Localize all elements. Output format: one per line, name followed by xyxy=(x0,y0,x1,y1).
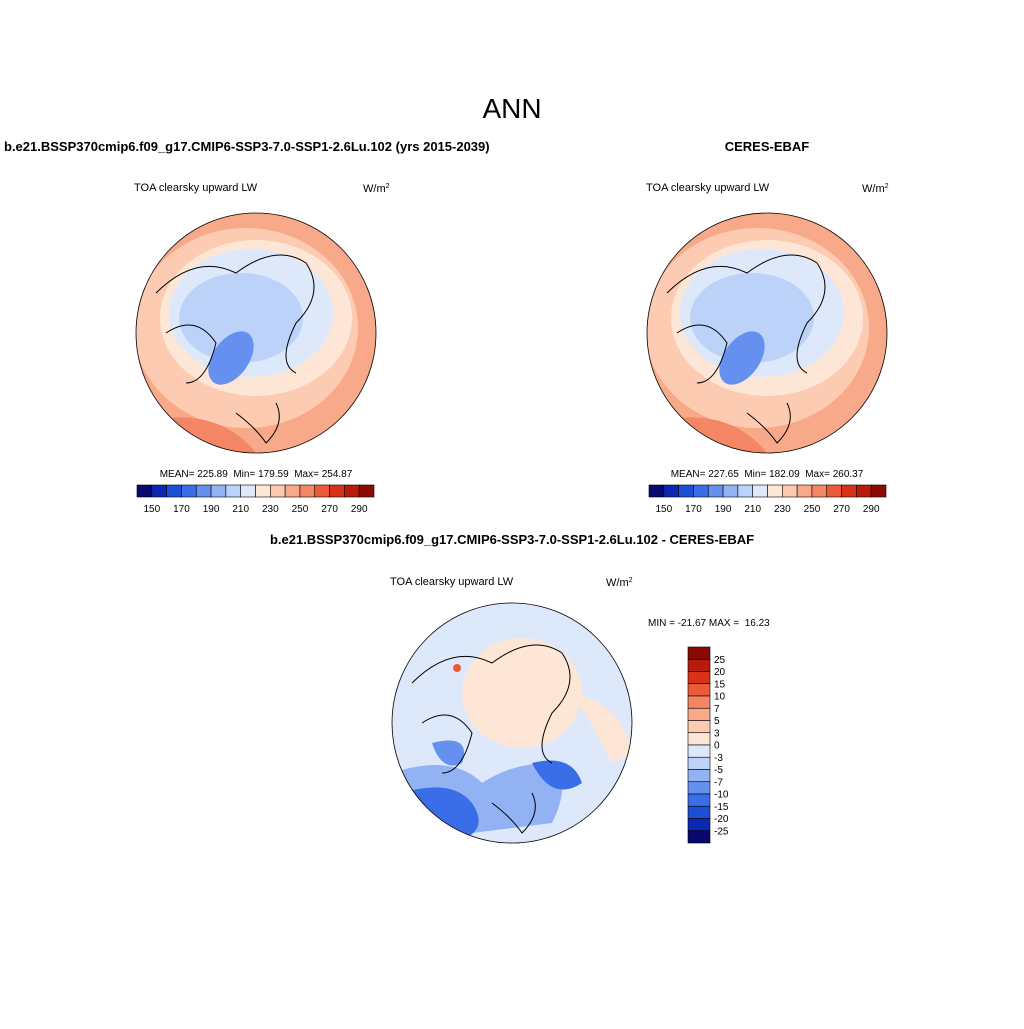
colorbar-box xyxy=(255,484,271,498)
colorbar-box xyxy=(796,484,813,498)
colorbar-box xyxy=(344,484,360,498)
colorbar-label: 25 xyxy=(714,655,726,666)
panel-title: b.e21.BSSP370cmip6.f09_g17.CMIP6-SSP3-7.… xyxy=(4,139,490,154)
colorbar-label: 290 xyxy=(863,504,880,515)
colorbar-label: -7 xyxy=(714,777,723,788)
colorbar-box xyxy=(687,658,711,672)
colorbar-label: -15 xyxy=(714,802,729,813)
colorbar-box xyxy=(166,484,182,498)
colorbar-label: 170 xyxy=(173,504,190,515)
colorbar-box xyxy=(195,484,212,498)
colorbar-box xyxy=(687,744,711,758)
colorbar-box xyxy=(687,781,711,795)
colorbar-box xyxy=(870,484,887,498)
colorbar-box xyxy=(687,683,711,697)
colorbar-box xyxy=(687,720,711,734)
colorbar-box xyxy=(687,646,711,660)
colorbar-box xyxy=(687,830,711,844)
colorbar-box xyxy=(856,484,872,498)
colorbar-label: 20 xyxy=(714,667,726,678)
colorbar-label: 5 xyxy=(714,716,720,727)
colorbar-box xyxy=(358,484,375,498)
colorbar-label: 150 xyxy=(143,504,160,515)
colorbar-label: 210 xyxy=(232,504,249,515)
colorbar-label: 150 xyxy=(655,504,672,515)
colorbar-box xyxy=(811,484,828,498)
colorbar-label: 10 xyxy=(714,692,726,703)
variable: TOA clearsky upward LW xyxy=(390,576,514,588)
colorbar-box xyxy=(782,484,798,498)
colorbar-label: 210 xyxy=(744,504,761,515)
colorbar-box xyxy=(737,484,753,498)
colorbar-box xyxy=(826,484,842,498)
colorbar-label: 3 xyxy=(714,728,720,739)
colorbar-label: 230 xyxy=(774,504,791,515)
stats: MEAN= 225.89 Min= 179.59 Max= 254.87 xyxy=(160,469,353,480)
colorbar-box xyxy=(841,484,857,498)
colorbar-box xyxy=(752,484,768,498)
colorbar-label: -10 xyxy=(714,790,729,801)
colorbar-box xyxy=(678,484,694,498)
colorbar-box xyxy=(648,484,665,498)
colorbar-box xyxy=(687,707,711,721)
colorbar-box xyxy=(693,484,709,498)
colorbar-box xyxy=(687,695,711,709)
colorbar-box xyxy=(687,732,711,746)
map xyxy=(392,603,632,843)
units: W/m2 xyxy=(862,183,889,195)
colorbar-box xyxy=(687,671,711,685)
colorbar-box xyxy=(240,484,256,498)
colorbar-box xyxy=(181,484,197,498)
map xyxy=(645,213,887,453)
colorbar-box xyxy=(687,756,711,770)
colorbar-box xyxy=(151,484,167,498)
colorbar-label: 7 xyxy=(714,704,720,715)
colorbar-box xyxy=(663,484,679,498)
colorbar-box xyxy=(687,805,711,819)
colorbar-box xyxy=(687,769,711,783)
colorbar-box xyxy=(767,484,783,498)
colorbar-box xyxy=(687,818,711,832)
colorbar-box xyxy=(284,484,301,498)
colorbar-label: 250 xyxy=(804,504,821,515)
colorbar-label: 270 xyxy=(833,504,850,515)
colorbar-box xyxy=(210,484,227,498)
variable: TOA clearsky upward LW xyxy=(134,182,258,194)
colorbar-box xyxy=(707,484,724,498)
colorbar-label: 290 xyxy=(351,504,368,515)
stats: MEAN= 227.65 Min= 182.09 Max= 260.37 xyxy=(671,469,864,480)
colorbar-box xyxy=(299,484,316,498)
units: W/m2 xyxy=(363,183,390,195)
colorbar-box xyxy=(722,484,739,498)
colorbar-label: 170 xyxy=(685,504,702,515)
panel-title: CERES-EBAF xyxy=(725,139,810,154)
colorbar-label: 190 xyxy=(715,504,732,515)
units: W/m2 xyxy=(606,577,633,589)
map xyxy=(134,213,376,453)
colorbar-label: 190 xyxy=(203,504,220,515)
colorbar-box xyxy=(687,793,711,807)
colorbar-box xyxy=(270,484,286,498)
colorbar-label: -5 xyxy=(714,765,723,776)
colorbar-label: -25 xyxy=(714,826,729,837)
colorbar-box xyxy=(329,484,345,498)
colorbar-label: 250 xyxy=(292,504,309,515)
colorbar-label: 15 xyxy=(714,679,726,690)
colorbar-box xyxy=(314,484,330,498)
colorbar-label: 230 xyxy=(262,504,279,515)
colorbar-label: -3 xyxy=(714,753,723,764)
colorbar-label: -20 xyxy=(714,814,729,825)
variable: TOA clearsky upward LW xyxy=(646,182,770,194)
colorbar-box xyxy=(225,484,241,498)
stats: MIN = -21.67 MAX = 16.23 xyxy=(648,618,770,629)
figure-title: ANN xyxy=(482,93,541,124)
colorbar-label: 270 xyxy=(321,504,338,515)
colorbar-label: 0 xyxy=(714,741,720,752)
colorbar-box xyxy=(136,484,153,498)
panel-title: b.e21.BSSP370cmip6.f09_g17.CMIP6-SSP3-7.… xyxy=(270,532,754,547)
